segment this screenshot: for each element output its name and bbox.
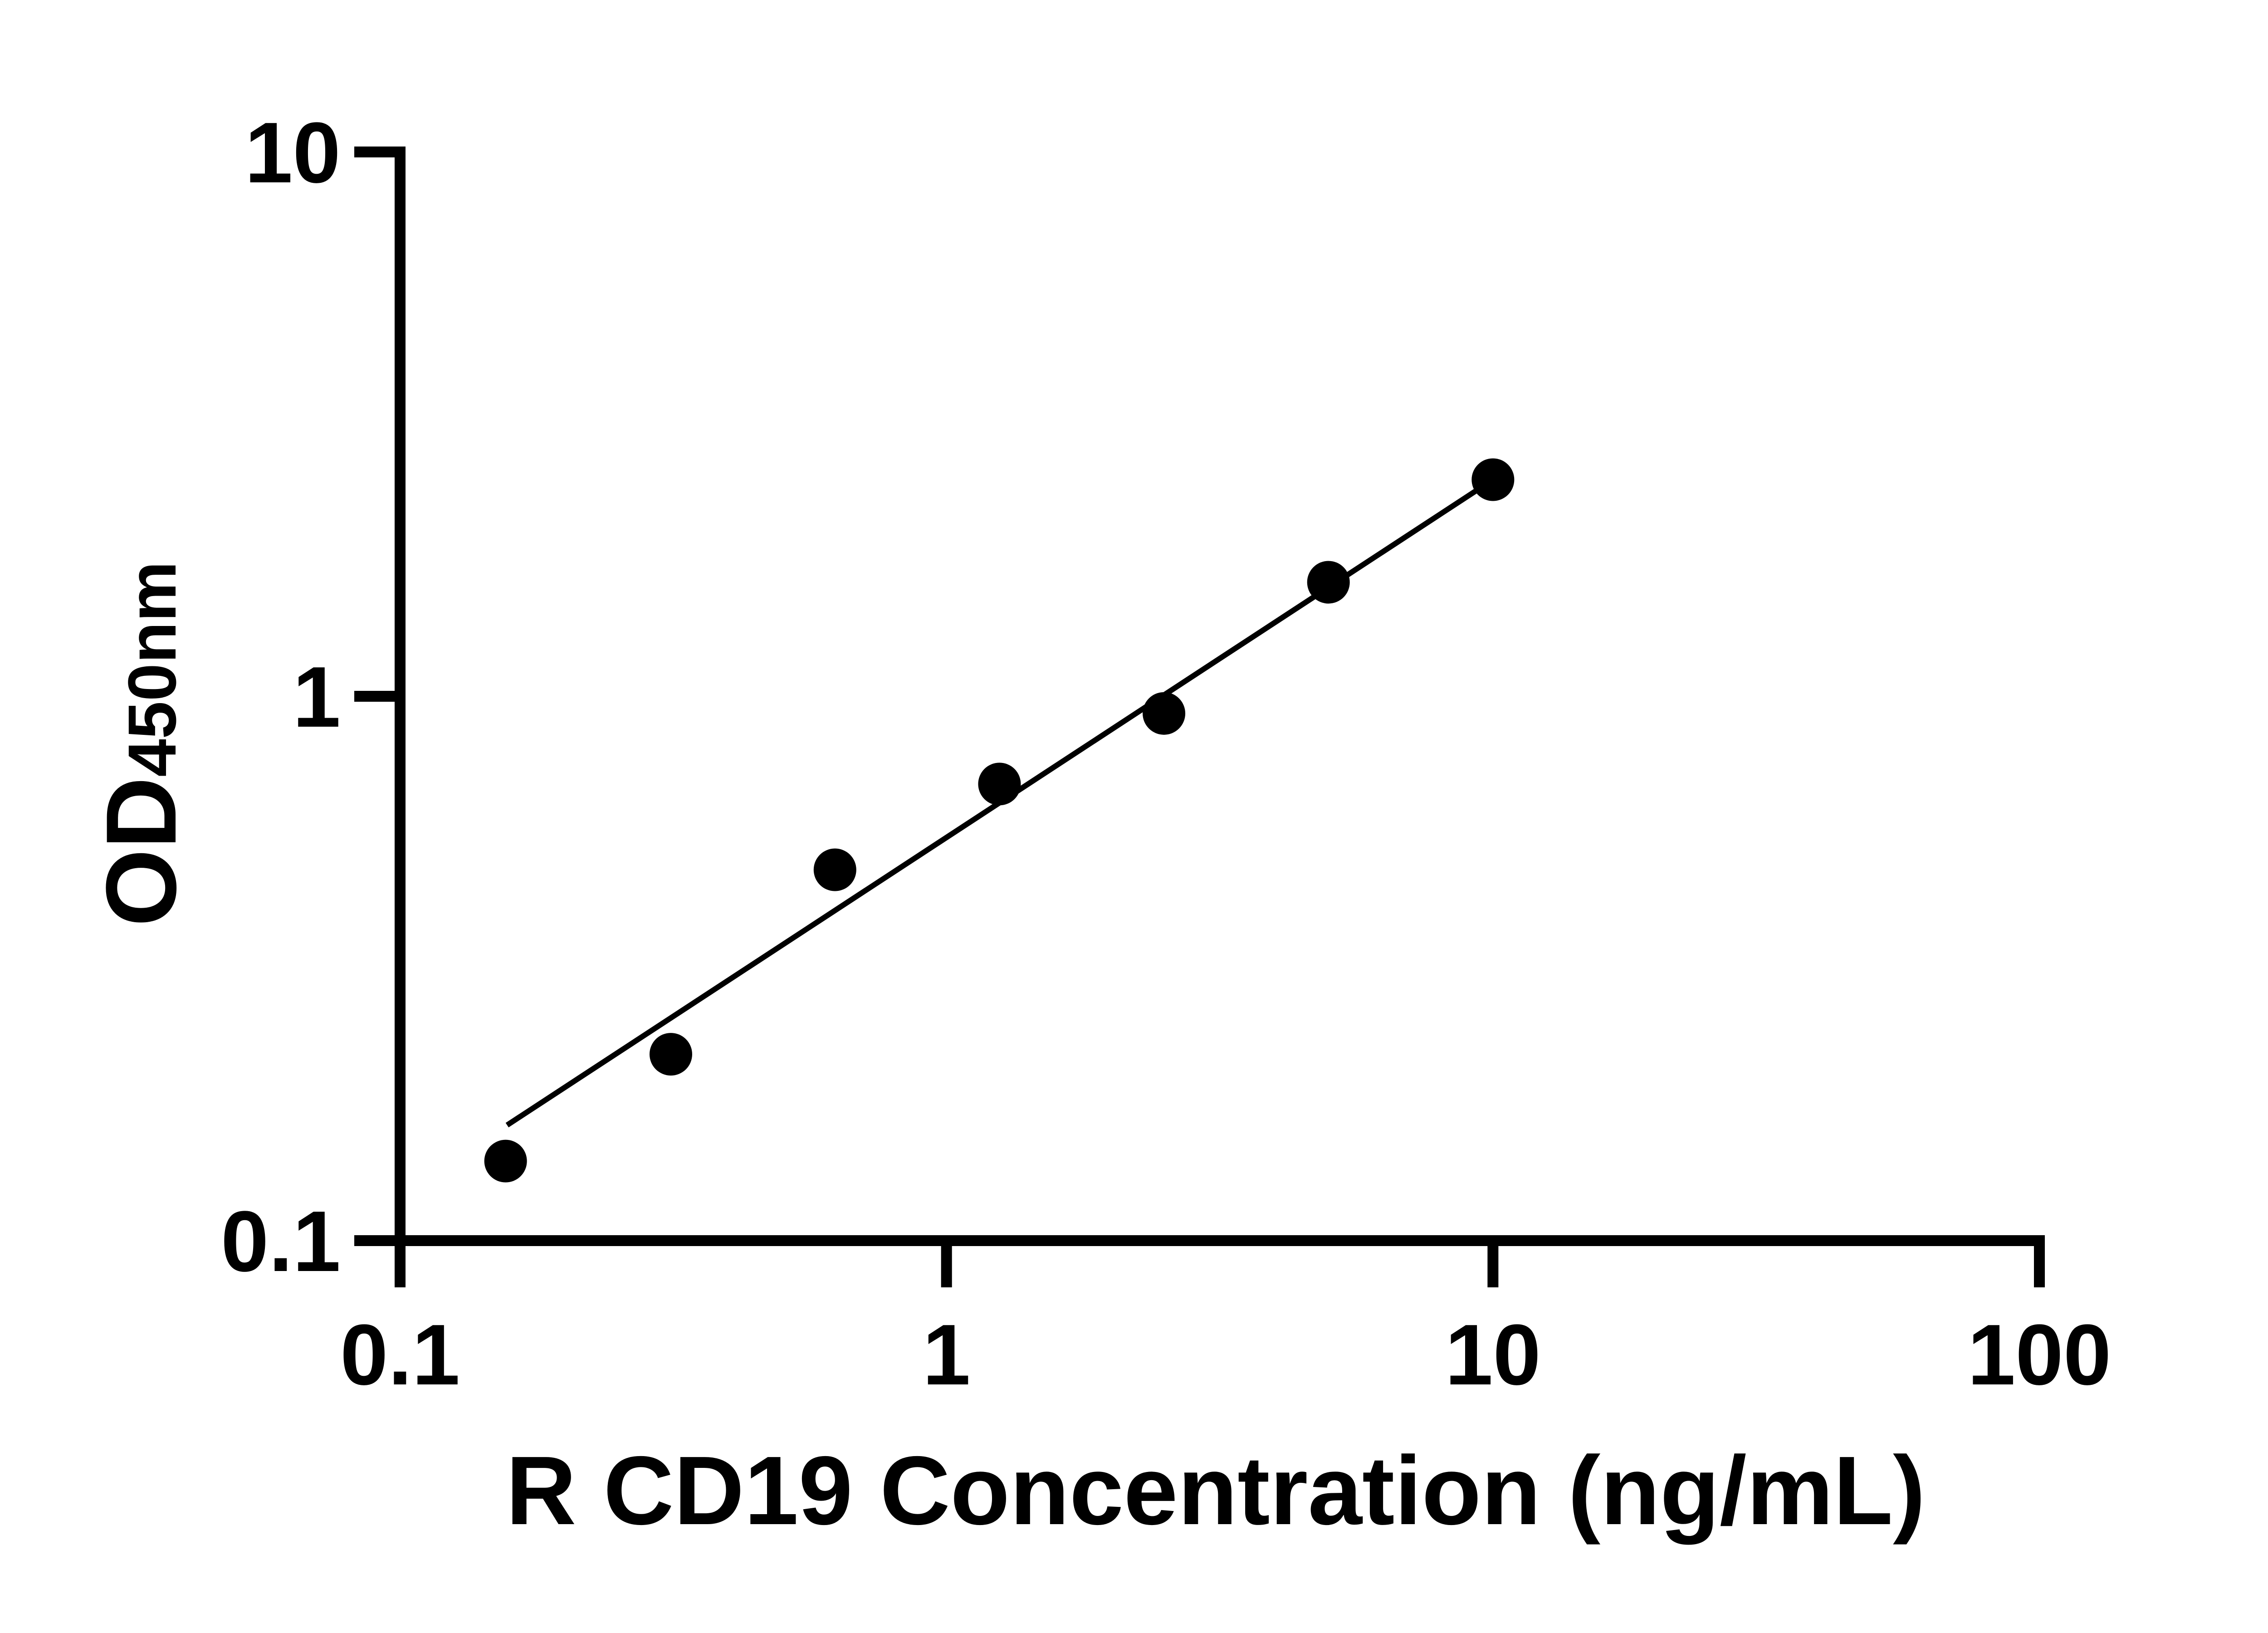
x-tick-label-0.1: 0.1 — [340, 1307, 460, 1403]
data-point — [649, 1033, 692, 1076]
axes — [354, 147, 2045, 1287]
x-tick — [1487, 1246, 1499, 1287]
y-tick — [354, 147, 395, 157]
axis-labels: 10 1 0.1 0.1 1 10 100 R CD19 Concentrati… — [85, 105, 2112, 1545]
data-point — [813, 848, 856, 891]
y-tick — [354, 691, 395, 702]
x-tick — [941, 1246, 952, 1287]
data-point — [484, 1139, 527, 1183]
y-axis-title-sub: 450nm — [114, 561, 190, 777]
data-point — [1307, 561, 1350, 604]
plot-data — [484, 458, 1515, 1183]
data-point — [978, 763, 1021, 806]
x-tick-label-1: 1 — [923, 1307, 971, 1403]
data-point — [1143, 692, 1186, 735]
y-tick-label-1: 1 — [293, 649, 341, 745]
x-axis-title: R CD19 Concentration (ng/mL) — [506, 1436, 1925, 1545]
y-tick-label-10: 10 — [245, 105, 341, 201]
x-tick-label-10: 10 — [1445, 1307, 1541, 1403]
x-axis-line — [395, 1235, 2045, 1246]
x-tick — [395, 1246, 406, 1287]
y-axis-title: OD450nm — [85, 561, 197, 926]
x-tick-label-100: 100 — [1968, 1307, 2112, 1403]
y-tick-label-0.1: 0.1 — [221, 1193, 341, 1290]
data-point — [1471, 458, 1515, 501]
y-axis-line — [395, 147, 406, 1246]
y-tick — [354, 1235, 395, 1246]
x-tick — [2034, 1246, 2045, 1287]
y-axis-title-main: OD — [85, 777, 197, 927]
